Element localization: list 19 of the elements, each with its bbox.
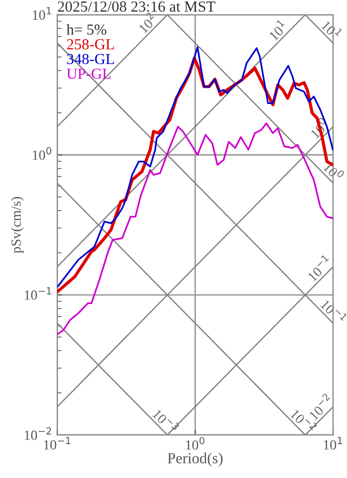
y-tick-label: 10$^{−2}$ <box>24 427 52 440</box>
annotation: 10$^{−1}$ <box>305 254 333 282</box>
text: 348-GL <box>67 54 114 64</box>
annotation: 10$^{−2}$ <box>306 393 334 420</box>
x-tick-label: 10$^{−1}$ <box>44 437 70 450</box>
y-axis-title: pSv(cm/s) <box>11 196 24 254</box>
x-tick-label: 10$^{0}$ <box>186 437 204 450</box>
x-axis-title: Period(s) <box>168 452 223 466</box>
y-tick-label: 10$^{1}$ <box>32 7 52 20</box>
annotation: 10$^{1}$ <box>321 18 343 40</box>
annotation: 10$^{1}$ <box>266 19 288 41</box>
annotation: 10$^{−3}$ <box>152 406 180 434</box>
y-tick-label: 10$^{0}$ <box>32 147 52 160</box>
text: 258-GL <box>67 39 114 50</box>
x-tick-label: 10$^{1}$ <box>324 437 342 450</box>
legend-title: h= 5% <box>66 24 106 35</box>
y-tick-label: 10$^{−1}$ <box>24 287 52 300</box>
text: UP-GL <box>66 68 110 79</box>
chart-title: 2025/12/08 23:16 at MST <box>58 1 216 12</box>
